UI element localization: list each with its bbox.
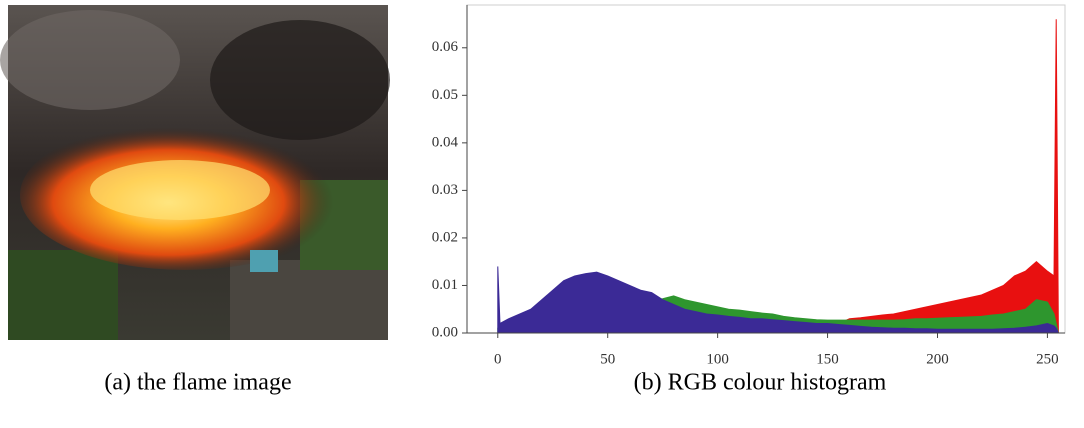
chart-caption: (b) RGB colour histogram bbox=[634, 370, 887, 396]
y-tick-label: 0.05 bbox=[432, 87, 458, 103]
x-tick-label: 100 bbox=[706, 351, 729, 367]
plot-frame bbox=[466, 4, 1066, 334]
x-tick-label: 50 bbox=[600, 351, 615, 367]
y-tick-label: 0.03 bbox=[432, 182, 458, 198]
x-tick-label: 150 bbox=[816, 351, 839, 367]
x-tick-label: 200 bbox=[926, 351, 949, 367]
y-tick-label: 0.04 bbox=[432, 134, 459, 150]
histogram-area bbox=[497, 266, 1060, 334]
flame-image bbox=[0, 5, 390, 340]
y-tick-label: 0.01 bbox=[432, 277, 458, 293]
y-tick-label: 0.00 bbox=[432, 324, 458, 340]
x-tick-label: 0 bbox=[494, 351, 502, 367]
image-caption: (a) the flame image bbox=[104, 370, 291, 396]
y-tick-label: 0.06 bbox=[432, 39, 459, 55]
plot-area: 0.00 0.01 0.02 0.03 0.04 0.05 0.06 0 50 100 150 200… bbox=[432, 4, 1066, 367]
x-tick-label: 250 bbox=[1036, 351, 1059, 367]
y-tick-label: 0.02 bbox=[432, 229, 458, 245]
